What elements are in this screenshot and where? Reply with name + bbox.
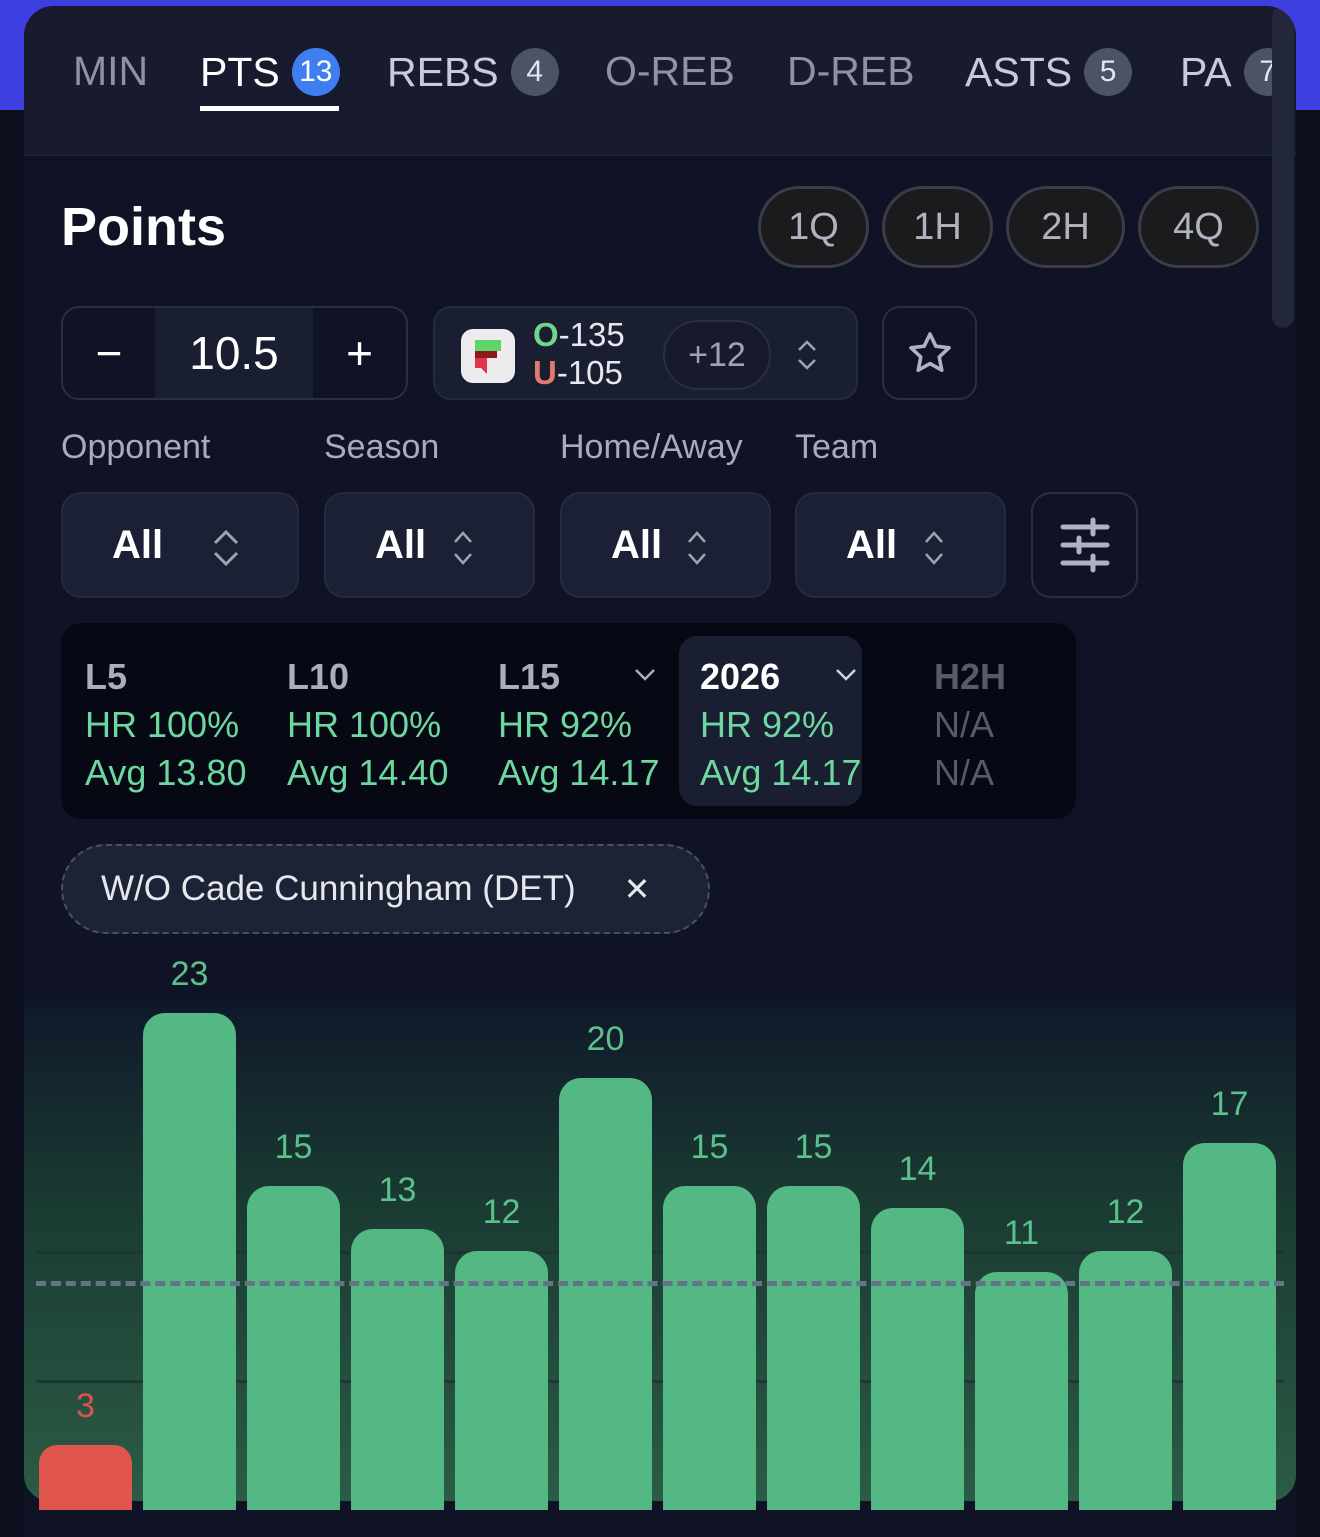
bar-value-label: 15 <box>690 1128 729 1166</box>
count-badge: 4 <box>510 48 559 96</box>
bar-value-label: 12 <box>1106 1192 1145 1231</box>
without-player-filter-chip[interactable]: W/O Cade Cunningham (DET) ✕ <box>61 844 710 934</box>
stat-l5[interactable]: L5 HR 100% Avg 13.80 <box>85 656 247 793</box>
bar-value-label: 15 <box>274 1128 313 1166</box>
filter-label-team: Team <box>795 428 879 466</box>
period-1h-button[interactable]: 1H <box>882 186 993 268</box>
chevron-updown-icon <box>798 340 816 370</box>
stat-l15[interactable]: L15 HR 92% Avg 14.17 <box>498 656 660 793</box>
season-select[interactable]: All <box>324 492 535 598</box>
bar-value-label: 12 <box>482 1192 521 1231</box>
tab-label: PTS <box>200 48 280 95</box>
select-value: All <box>112 522 164 567</box>
bar[interactable] <box>351 1229 444 1510</box>
stat-tabs: MIN PTS 13 REBS 4 O-REB D-REB ASTS 5 PA 7 <box>24 6 1296 156</box>
bar-value-label: 11 <box>1003 1214 1040 1253</box>
chevron-down-icon[interactable] <box>834 667 858 683</box>
tab-o-reb[interactable]: O-REB <box>605 48 735 95</box>
tab-label: MIN <box>73 48 149 94</box>
home-away-select[interactable]: All <box>560 492 771 598</box>
stat-2026[interactable]: 2026 HR 92% Avg 14.17 <box>700 656 862 793</box>
opponent-select[interactable]: All <box>61 492 299 598</box>
odds-selector[interactable]: O-135 U-105 +12 <box>433 306 858 400</box>
bar-value-label: 3 <box>76 1387 95 1426</box>
chevron-updown-icon <box>688 531 706 565</box>
filter-label-home-away: Home/Away <box>560 428 743 466</box>
count-badge: 5 <box>1084 48 1133 96</box>
points-bar-chart: 3 23 15 13 12 20 15 15 14 11 12 17 <box>24 955 1296 1537</box>
tab-label: ASTS <box>965 48 1073 95</box>
team-select[interactable]: All <box>795 492 1006 598</box>
more-books-button[interactable]: +12 <box>663 320 771 390</box>
over-odds: O-135 <box>533 316 625 353</box>
bar[interactable] <box>663 1186 756 1510</box>
chevron-updown-icon <box>213 529 239 567</box>
bar-value-label: 17 <box>1210 1084 1249 1123</box>
bar[interactable] <box>1079 1250 1172 1510</box>
sportsbook-logo-icon <box>461 329 515 383</box>
favorite-button[interactable] <box>882 306 977 400</box>
page-title: Points <box>61 197 227 257</box>
bar[interactable] <box>143 1013 236 1510</box>
tab-d-reb[interactable]: D-REB <box>787 48 915 95</box>
star-icon <box>908 332 951 372</box>
chevron-updown-icon <box>925 531 943 565</box>
tab-asts[interactable]: ASTS 5 <box>965 48 1133 96</box>
bar-value-label: 13 <box>378 1171 417 1210</box>
line-stepper: − 10.5 + <box>61 306 408 400</box>
gridline <box>36 1250 1284 1254</box>
bar[interactable] <box>871 1207 964 1510</box>
bar[interactable] <box>1183 1142 1276 1510</box>
bar[interactable] <box>975 1272 1068 1510</box>
line-value[interactable]: 10.5 <box>155 308 313 398</box>
bar[interactable] <box>559 1078 652 1510</box>
period-2h-button[interactable]: 2H <box>1006 186 1125 268</box>
bar[interactable] <box>39 1445 132 1510</box>
selected-period-highlight <box>679 636 862 806</box>
active-tab-indicator <box>200 106 339 111</box>
period-4q-button[interactable]: 4Q <box>1138 186 1259 268</box>
tab-label: REBS <box>387 48 499 95</box>
tab-label: O-REB <box>605 48 735 94</box>
bar-value-label: 15 <box>794 1128 833 1166</box>
bar-value-label: 14 <box>898 1149 937 1188</box>
chevron-updown-icon <box>454 531 472 565</box>
close-icon[interactable]: ✕ <box>623 871 651 907</box>
filter-label-season: Season <box>324 428 440 466</box>
tab-label: D-REB <box>787 48 915 94</box>
tab-label: PA <box>1180 48 1232 95</box>
player-prop-card: MIN PTS 13 REBS 4 O-REB D-REB ASTS 5 PA 7 Po… <box>24 6 1296 1537</box>
filter-label-opponent: Opponent <box>61 428 211 466</box>
advanced-filters-button[interactable] <box>1031 492 1138 598</box>
stat-l10[interactable]: L10 HR 100% Avg 14.40 <box>287 656 449 793</box>
bar[interactable] <box>767 1186 860 1510</box>
stat-h2h[interactable]: H2H N/A N/A <box>934 656 1007 793</box>
bar[interactable] <box>247 1186 340 1510</box>
decrement-button[interactable]: − <box>95 327 123 379</box>
select-value: All <box>375 522 427 567</box>
tab-min[interactable]: MIN <box>73 48 148 95</box>
select-value: All <box>846 522 898 567</box>
increment-button[interactable]: + <box>346 327 373 379</box>
tab-pts[interactable]: PTS 13 <box>200 48 340 96</box>
bar-value-label: 23 <box>170 955 209 994</box>
scrollbar[interactable] <box>1272 6 1294 328</box>
count-badge: 13 <box>291 48 340 96</box>
period-1q-button[interactable]: 1Q <box>758 186 869 268</box>
gridline <box>36 1380 1284 1384</box>
hit-rate-panel: L5 HR 100% Avg 13.80 L10 HR 100% Avg 14.40 L… <box>61 623 1076 819</box>
under-odds: U-105 <box>533 354 623 391</box>
bar[interactable] <box>455 1250 548 1510</box>
chevron-down-icon[interactable] <box>633 667 657 683</box>
tab-rebs[interactable]: REBS 4 <box>387 48 559 96</box>
chip-label: W/O Cade Cunningham (DET) <box>101 869 576 908</box>
sliders-icon <box>1060 517 1109 573</box>
prop-line <box>36 1281 1284 1287</box>
bar-value-label: 20 <box>586 1020 625 1058</box>
select-value: All <box>611 522 663 567</box>
